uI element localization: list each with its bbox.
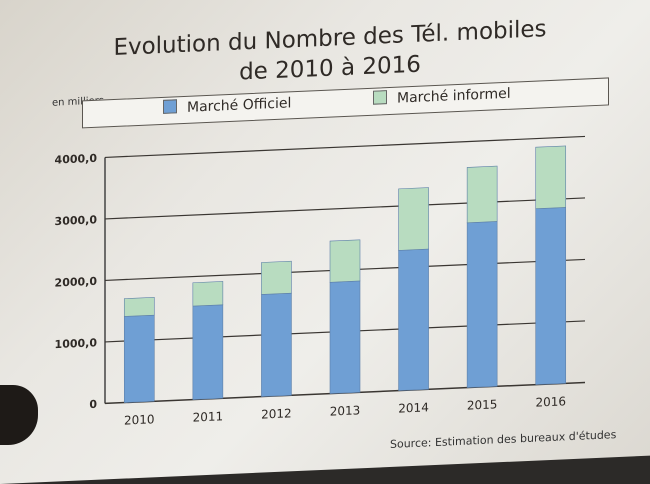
y-tick-label: 0 (89, 398, 97, 411)
x-tick-label: 2010 (124, 412, 155, 427)
bar-segment-informal (123, 297, 155, 317)
bar-segment-official (261, 292, 292, 397)
x-tick-label: 2012 (261, 406, 292, 421)
bar-segment-official (398, 248, 429, 391)
bar-segment-informal (398, 187, 429, 251)
bar-segment-official (535, 207, 567, 385)
x-tick-label: 2016 (535, 394, 566, 409)
gridline (105, 197, 585, 220)
bar-segment-official (123, 314, 155, 403)
bar-segment-informal (261, 260, 292, 295)
y-tick-label: 2000,0 (55, 275, 98, 290)
bar-segment-official (329, 280, 361, 394)
y-tick-label: 4000,0 (55, 152, 98, 167)
bar-segment-official (192, 304, 224, 400)
x-tick-label: 2013 (330, 403, 361, 418)
y-tick-label: 3000,0 (55, 213, 98, 228)
bar-segment-informal (466, 165, 498, 224)
x-tick-label: 2014 (398, 400, 429, 415)
bar-segment-informal (535, 145, 567, 210)
bar-segment-informal (192, 281, 224, 307)
x-tick-label: 2011 (193, 409, 224, 424)
y-tick-label: 1000,0 (55, 336, 98, 351)
bar-segment-informal (329, 239, 361, 283)
x-tick-label: 2015 (467, 397, 498, 412)
bar-segment-official (466, 221, 498, 388)
gridline (105, 135, 585, 159)
